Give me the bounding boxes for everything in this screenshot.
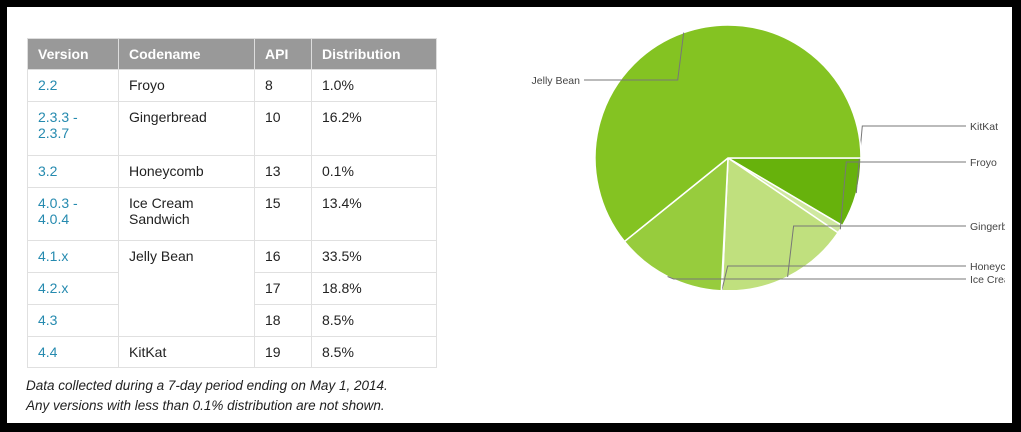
table-row: 3.2 Honeycomb 13 0.1% <box>27 155 437 188</box>
codename-cell: Jelly Bean <box>118 240 255 337</box>
distribution-cell: 13.4% <box>311 187 437 241</box>
distribution-cell: 1.0% <box>311 69 437 102</box>
codename-cell: Ice Cream Sandwich <box>118 187 255 241</box>
header-distribution: Distribution <box>311 38 437 70</box>
pie-label: Jelly Bean <box>532 75 581 87</box>
distribution-cell: 33.5% <box>311 240 437 273</box>
distribution-cell: 16.2% <box>311 101 437 156</box>
pie-label: Ice Cream Sandwich <box>970 274 1005 286</box>
version-cell[interactable]: 3.2 <box>27 155 119 188</box>
pie-label: KitKat <box>970 121 998 133</box>
table-row: 4.3 18 8.5% <box>27 304 437 337</box>
codename-cell: Gingerbread <box>118 101 255 156</box>
api-cell: 18 <box>254 304 312 337</box>
version-cell[interactable]: 4.0.3 - 4.0.4 <box>27 187 119 241</box>
pie-leader-line <box>667 276 966 280</box>
distribution-table: Version Codename API Distribution 2.2 Fr… <box>27 38 437 368</box>
api-cell: 16 <box>254 240 312 273</box>
distribution-cell: 0.1% <box>311 155 437 188</box>
codename-cell: Froyo <box>118 69 255 102</box>
pie-leader-line <box>839 161 966 230</box>
api-cell: 13 <box>254 155 312 188</box>
header-version: Version <box>27 38 119 70</box>
footnote: Data collected during a 7-day period end… <box>26 376 388 416</box>
api-cell: 10 <box>254 101 312 156</box>
table-row: 4.4 KitKat 19 8.5% <box>27 336 437 368</box>
table-header-row: Version Codename API Distribution <box>27 38 437 70</box>
version-cell[interactable]: 4.2.x <box>27 272 119 305</box>
distribution-cell: 18.8% <box>311 272 437 305</box>
pie-leader-line <box>787 225 966 277</box>
distribution-cell: 8.5% <box>311 304 437 337</box>
pie-chart: KitKat Froyo Gingerbread HoneycombIce Cream… <box>532 24 1005 290</box>
table-row: 4.1.x Jelly Bean 16 33.5% <box>27 240 437 337</box>
table-row: 2.3.3 - 2.3.7 Gingerbread 10 16.2% <box>27 101 437 156</box>
table-row: 4.0.3 - 4.0.4 Ice Cream Sandwich 15 13.4… <box>27 187 437 241</box>
api-cell: 15 <box>254 187 312 241</box>
version-cell[interactable]: 2.2 <box>27 69 119 102</box>
pie-leader-line <box>721 265 966 290</box>
api-cell: 19 <box>254 336 312 368</box>
pie-label: Honeycomb <box>970 261 1005 273</box>
version-cell[interactable]: 4.1.x <box>27 240 119 273</box>
api-cell: 17 <box>254 272 312 305</box>
pie-label: Gingerbread <box>970 221 1005 233</box>
api-cell: 8 <box>254 69 312 102</box>
pie-leader-line <box>855 125 966 194</box>
pie-leader-line <box>584 32 685 81</box>
footnote-line-2: Any versions with less than 0.1% distrib… <box>26 398 385 413</box>
version-cell[interactable]: 4.3 <box>27 304 119 337</box>
table-row: 2.2 Froyo 8 1.0% <box>27 69 437 102</box>
pie-label: Froyo <box>970 157 997 169</box>
version-cell[interactable]: 2.3.3 - 2.3.7 <box>27 101 119 156</box>
header-api: API <box>254 38 312 70</box>
codename-cell: Honeycomb <box>118 155 255 188</box>
distribution-cell: 8.5% <box>311 336 437 368</box>
codename-cell: KitKat <box>118 336 255 368</box>
footnote-line-1: Data collected during a 7-day period end… <box>26 378 388 393</box>
header-codename: Codename <box>118 38 255 70</box>
version-cell[interactable]: 4.4 <box>27 336 119 368</box>
